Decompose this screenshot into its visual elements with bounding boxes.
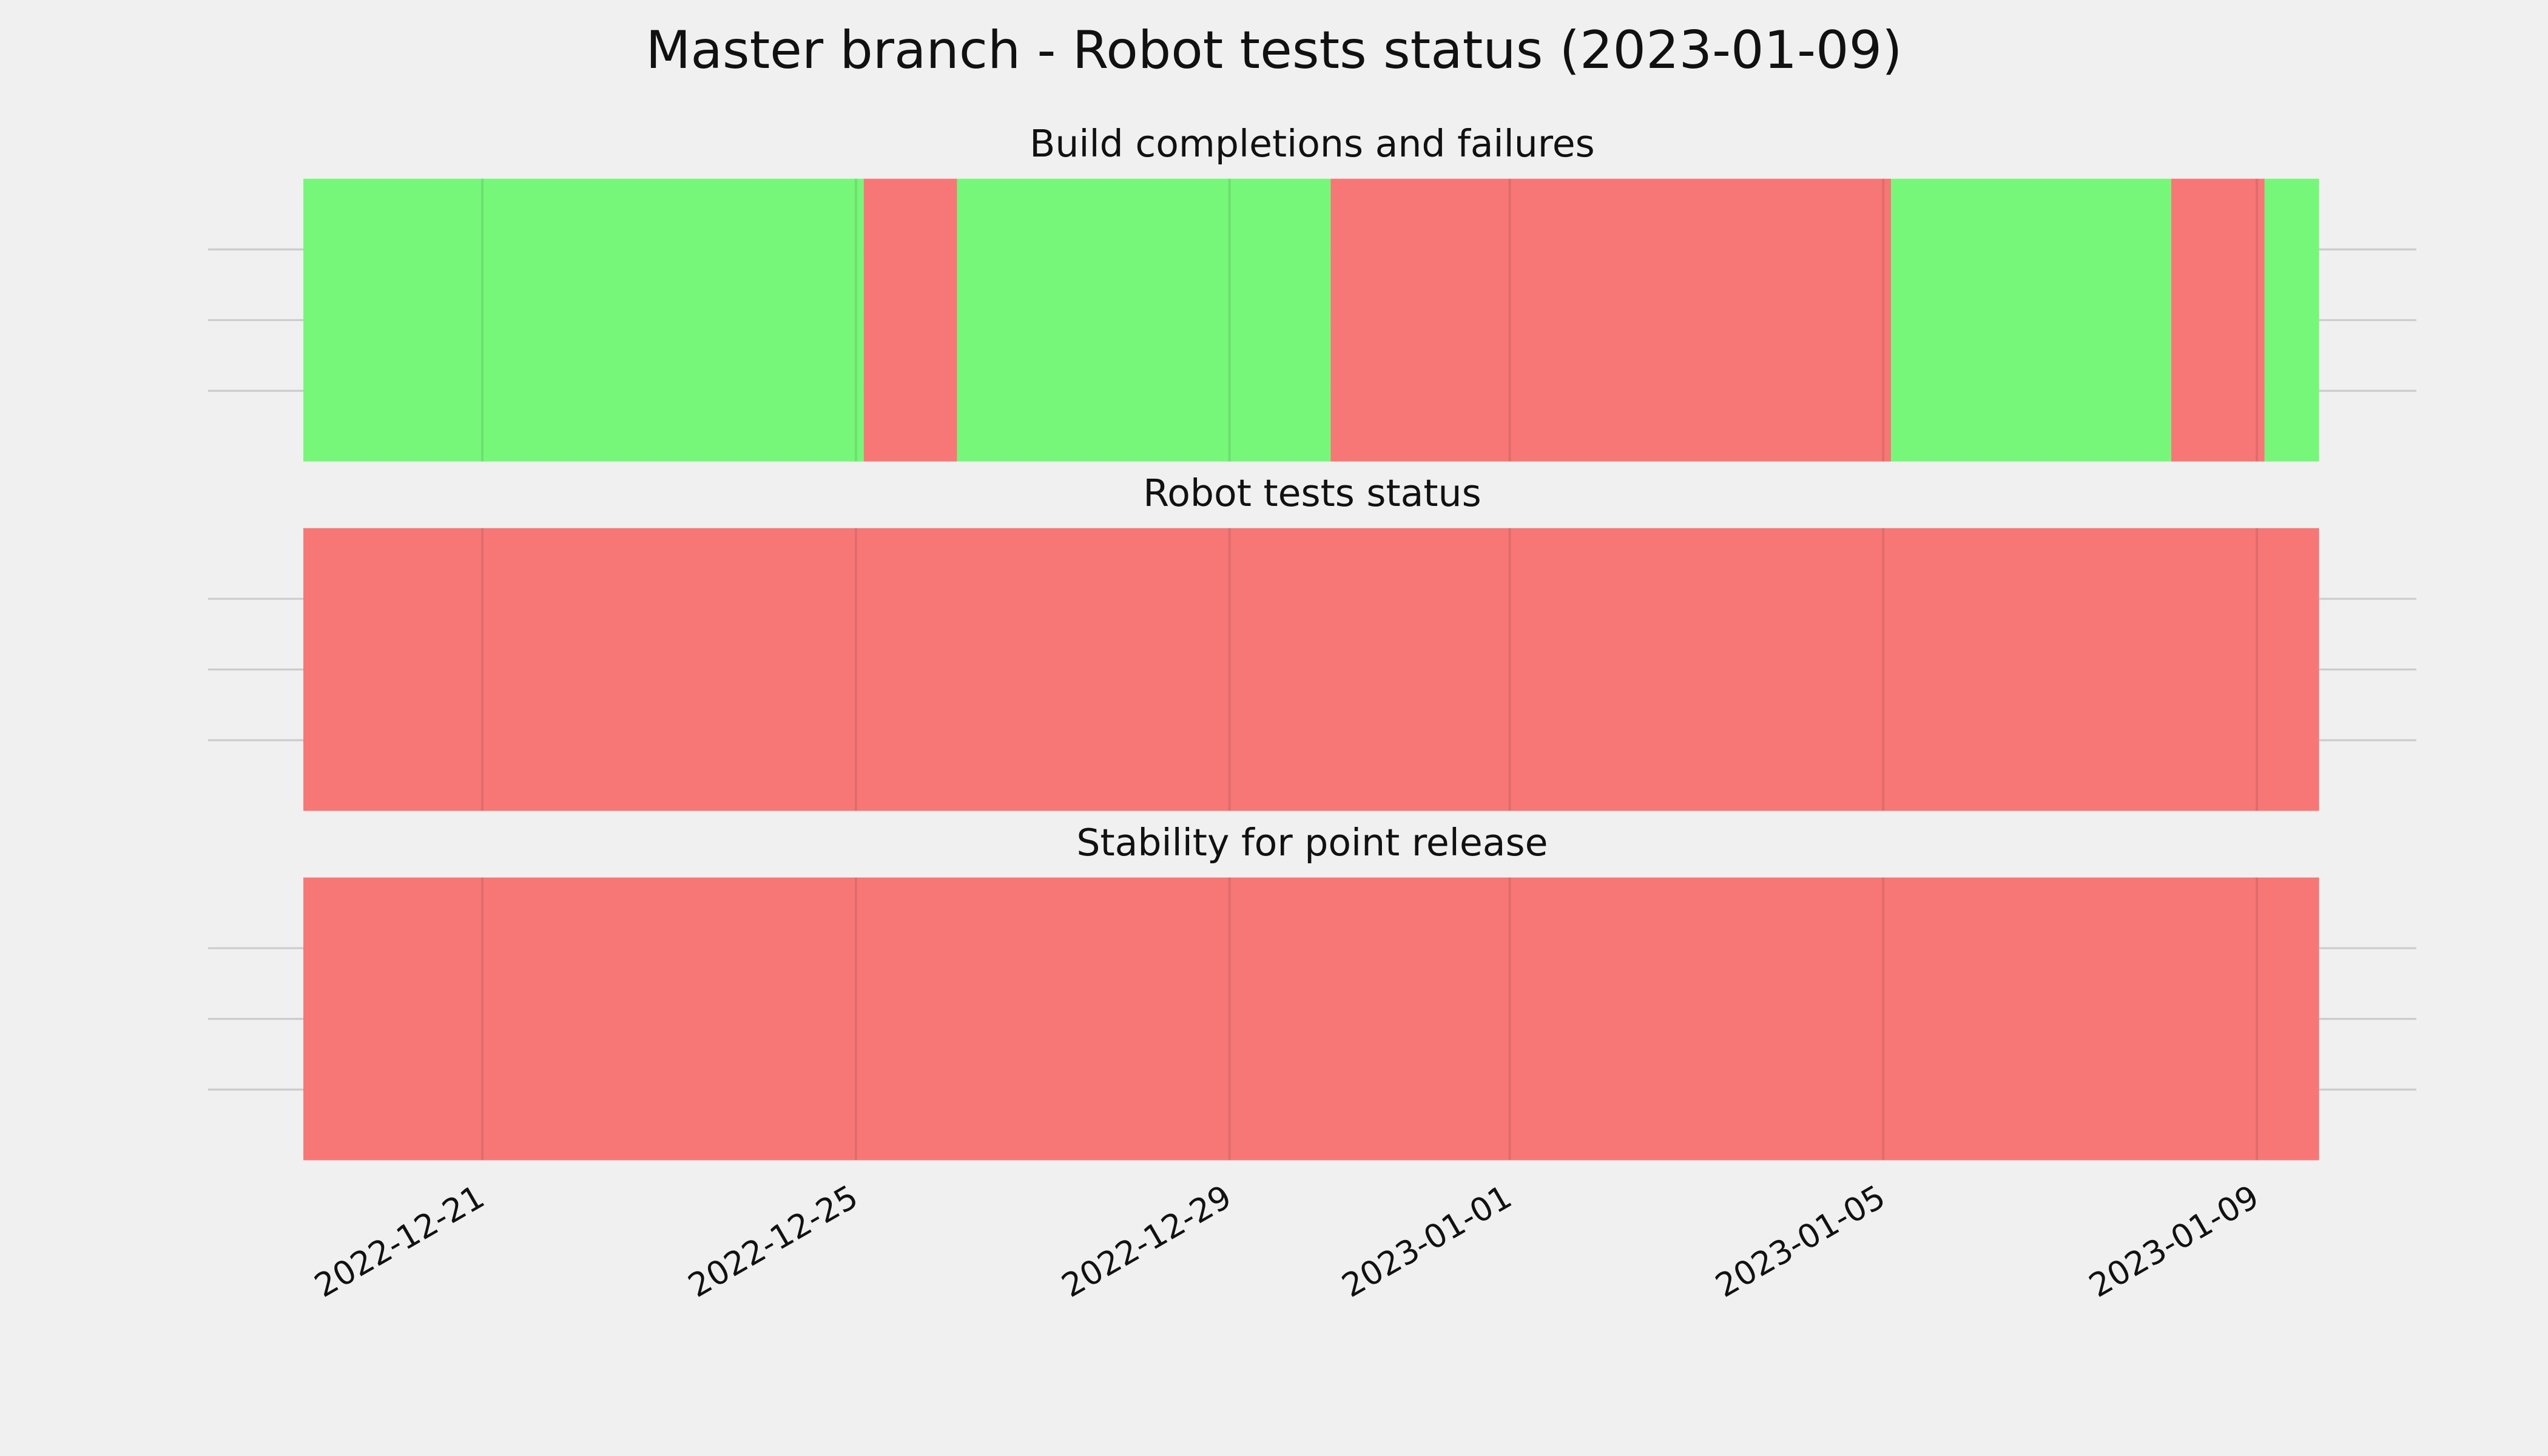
x-tick-label: 2023-01-05 <box>1709 1178 1892 1305</box>
status-span <box>863 178 957 462</box>
panel-title: Build completions and failures <box>1030 122 1595 166</box>
x-tick-label: 2022-12-25 <box>682 1178 864 1305</box>
status-span <box>2171 178 2265 462</box>
status-span <box>2264 178 2319 462</box>
x-tick-label: 2023-01-09 <box>2083 1178 2265 1305</box>
status-span <box>1330 178 1892 462</box>
status-span <box>303 877 2319 1161</box>
chart-title: Master branch - Robot tests status (2023… <box>645 20 1902 81</box>
panel-title: Stability for point release <box>1076 821 1548 864</box>
x-tick-label: 2022-12-21 <box>308 1178 491 1305</box>
status-span <box>957 178 1331 462</box>
status-span <box>1891 178 2171 462</box>
panel-title: Robot tests status <box>1143 471 1481 515</box>
status-span <box>303 528 2319 811</box>
x-tick-label: 2022-12-29 <box>1055 1178 1238 1305</box>
x-tick-label: 2023-01-01 <box>1335 1178 1518 1305</box>
status-span <box>303 178 864 462</box>
